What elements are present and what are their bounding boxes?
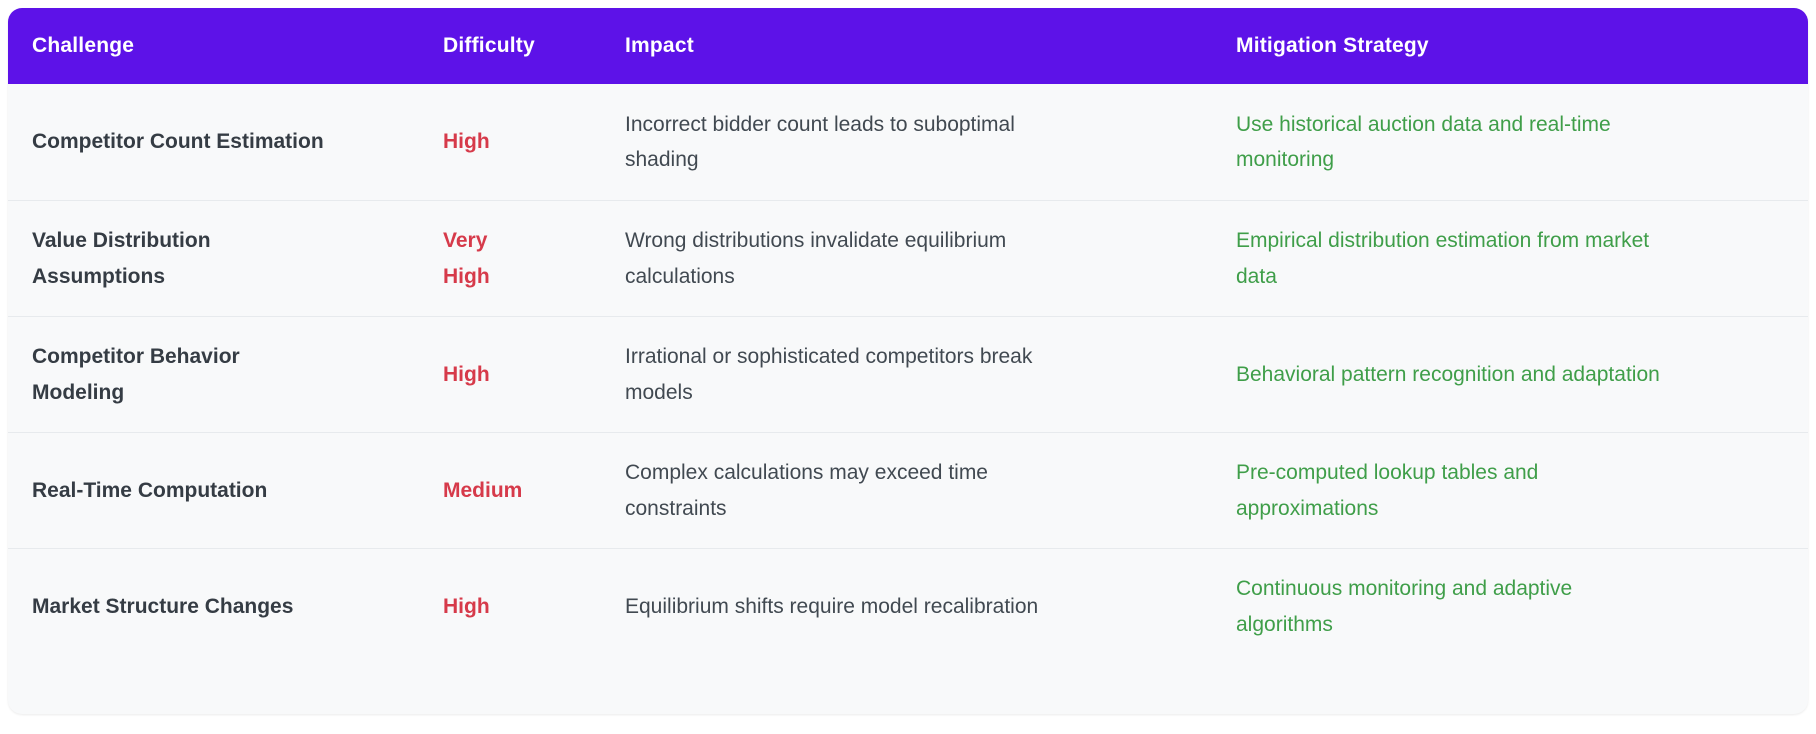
difficulty-cell: High (443, 594, 490, 618)
column-header-impact: Impact (625, 34, 694, 57)
table-row: Competitor Count Estimation High Incorre… (8, 84, 1808, 200)
mitigation-cell: Pre-computed lookup tables and approxima… (1236, 461, 1539, 520)
difficulty-cell: Very High (443, 229, 490, 288)
mitigation-cell: Behavioral pattern recognition and adapt… (1236, 362, 1660, 386)
table-row: Market Structure Changes High Equilibriu… (8, 548, 1808, 664)
impact-cell: Incorrect bidder count leads to suboptim… (625, 112, 1015, 171)
table-row: Value Distribution Assumptions Very High… (8, 200, 1808, 316)
column-header-challenge: Challenge (32, 34, 135, 57)
column-header-mitigation-strategy: Mitigation Strategy (1236, 34, 1429, 57)
impact-cell: Wrong distributions invalidate equilibri… (625, 229, 1007, 288)
table-body: Competitor Count Estimation High Incorre… (8, 84, 1808, 714)
table-row: Real-Time Computation Medium Complex cal… (8, 432, 1808, 548)
challenge-cell: Competitor Count Estimation (32, 130, 324, 154)
difficulty-cell: Medium (443, 478, 523, 502)
difficulty-cell: High (443, 130, 490, 154)
difficulty-cell: High (443, 362, 490, 386)
table-row: Competitor Behavior Modeling High Irrati… (8, 316, 1808, 432)
impact-cell: Irrational or sophisticated competitors … (625, 345, 1033, 404)
challenge-cell: Value Distribution Assumptions (32, 229, 211, 288)
table-header-row: Challenge Difficulty Impact Mitigation S… (8, 8, 1808, 84)
challenges-table: Challenge Difficulty Impact Mitigation S… (8, 8, 1808, 714)
challenge-cell: Competitor Behavior Modeling (32, 345, 240, 404)
challenge-cell: Market Structure Changes (32, 594, 294, 618)
challenge-cell: Real-Time Computation (32, 478, 268, 502)
mitigation-cell: Use historical auction data and real-tim… (1236, 112, 1611, 171)
impact-cell: Equilibrium shifts require model recalib… (625, 594, 1039, 618)
column-header-difficulty: Difficulty (443, 34, 535, 57)
mitigation-cell: Continuous monitoring and adaptive algor… (1236, 577, 1573, 636)
impact-cell: Complex calculations may exceed time con… (625, 461, 988, 520)
mitigation-cell: Empirical distribution estimation from m… (1236, 229, 1650, 288)
